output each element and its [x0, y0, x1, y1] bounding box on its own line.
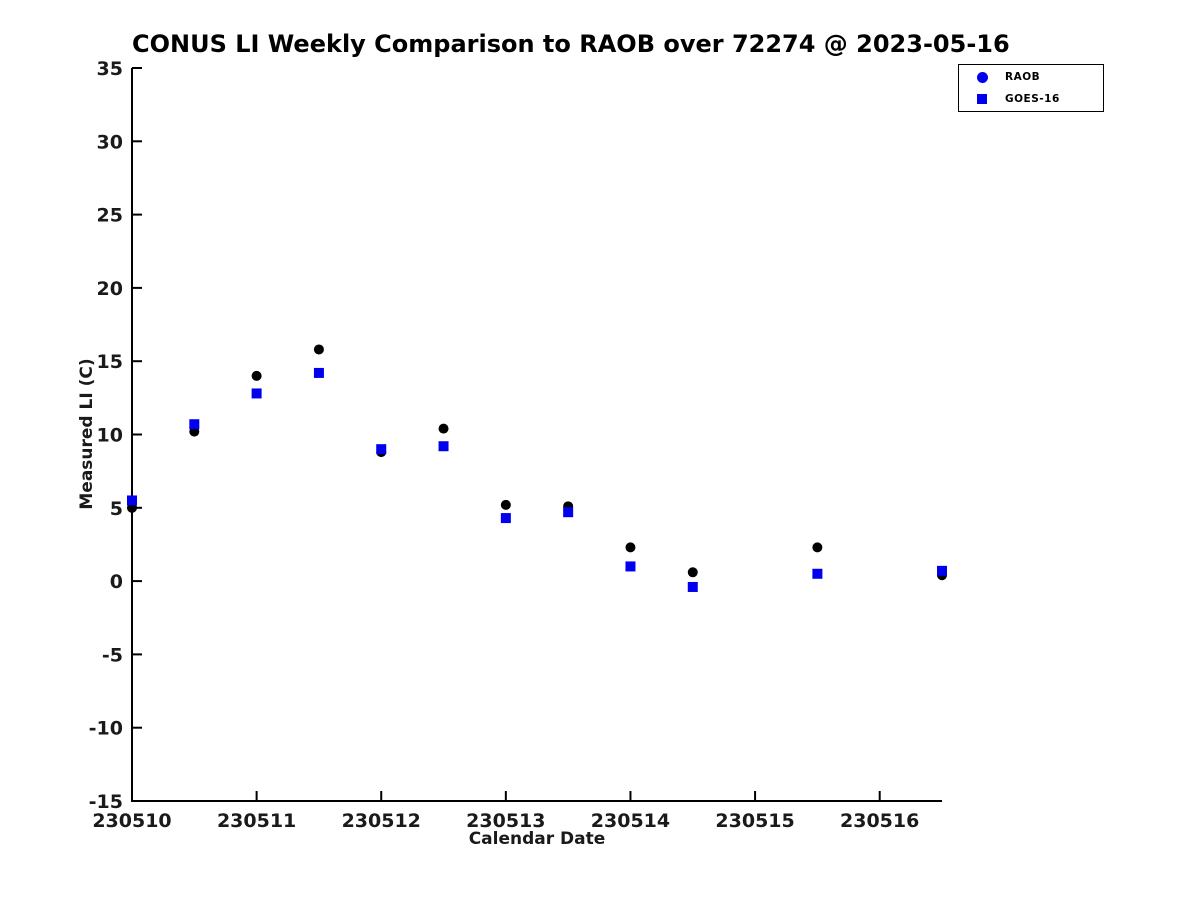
legend-label-raob: RAOB	[1005, 71, 1041, 83]
data-point-goes-16	[376, 444, 387, 455]
x-tick-label: 230514	[591, 810, 670, 832]
data-point-raob	[812, 542, 823, 553]
data-point-goes-16	[687, 581, 698, 592]
legend-label-goes-16: GOES-16	[1005, 93, 1060, 105]
data-point-goes-16	[812, 568, 823, 579]
legend: RAOB GOES-16	[958, 64, 1104, 112]
data-point-goes-16	[189, 419, 200, 430]
x-tick-label: 230516	[840, 810, 919, 832]
x-tick-label: 230511	[217, 810, 296, 832]
raob-circle-marker-icon	[976, 71, 988, 83]
data-point-raob	[687, 567, 698, 578]
x-tick-label: 230515	[715, 810, 794, 832]
data-point-goes-16	[313, 367, 324, 378]
data-point-raob	[438, 423, 449, 434]
chart-title: CONUS LI Weekly Comparison to RAOB over …	[132, 30, 1010, 58]
y-tick-label: -5	[102, 644, 123, 666]
y-tick-label: 35	[97, 58, 123, 80]
y-tick-label: 20	[97, 278, 123, 300]
y-tick-label: 10	[97, 425, 123, 447]
data-point-goes-16	[438, 441, 449, 452]
y-tick-label: 30	[97, 131, 123, 153]
x-tick-label: 230513	[466, 810, 545, 832]
data-point-raob	[500, 499, 511, 510]
data-point-goes-16	[127, 495, 137, 506]
legend-marker-col	[959, 94, 1005, 104]
x-tick-label: 230512	[342, 810, 421, 832]
y-tick-label: 15	[97, 351, 123, 373]
y-tick-label: -10	[89, 718, 123, 740]
y-tick-label: 5	[110, 498, 123, 520]
legend-item-goes-16: GOES-16	[959, 89, 1103, 109]
y-tick-label: -15	[89, 791, 123, 813]
x-axis-label: Calendar Date	[468, 829, 606, 849]
y-tick-label: 0	[110, 571, 123, 593]
data-point-goes-16	[500, 513, 511, 524]
data-point-raob	[251, 370, 262, 381]
data-point-goes-16	[937, 565, 947, 576]
x-tick-label: 230510	[92, 810, 171, 832]
data-point-goes-16	[251, 388, 262, 399]
data-point-goes-16	[563, 507, 574, 518]
data-point-raob	[625, 542, 636, 553]
y-tick-label: 25	[97, 205, 123, 227]
data-point-raob	[313, 344, 324, 355]
legend-item-raob: RAOB	[959, 67, 1103, 87]
data-point-goes-16	[625, 561, 636, 572]
goes-16-square-marker-icon	[977, 94, 987, 104]
legend-marker-col	[959, 71, 1005, 83]
